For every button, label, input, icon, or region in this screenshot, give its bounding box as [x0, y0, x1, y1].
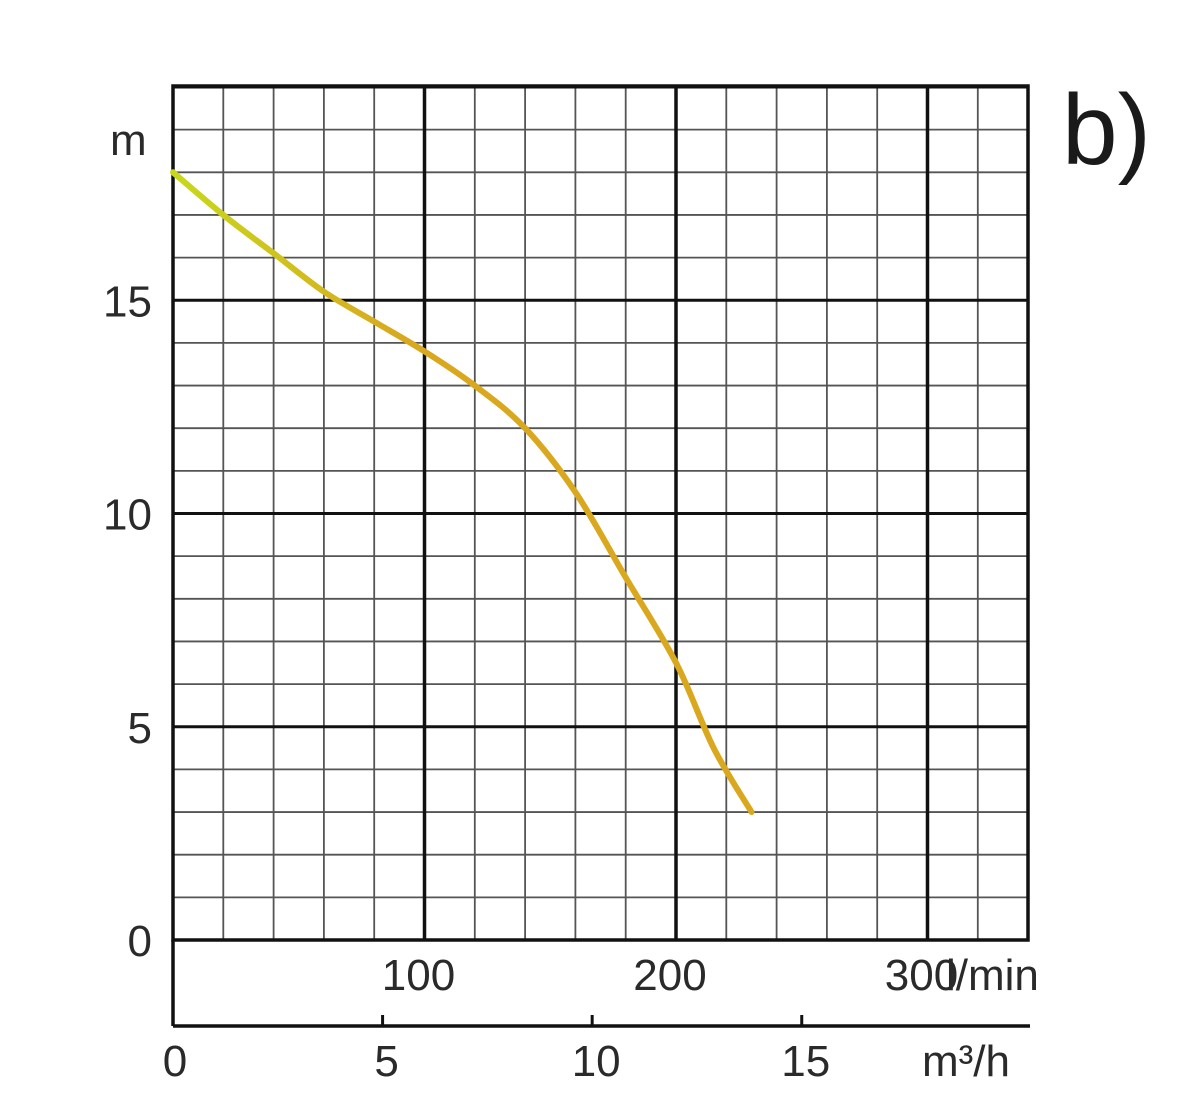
x-primary-tick-label: 200 — [633, 951, 706, 1000]
plot-frame — [171, 84, 1030, 942]
x-secondary-tick-label: 15 — [781, 1037, 830, 1086]
x-secondary-tick-label: 5 — [374, 1037, 398, 1086]
y-tick-label: 15 — [103, 277, 152, 326]
curve-layer — [170, 169, 755, 815]
x-primary-unit-label: l/min — [946, 951, 1039, 1000]
x-secondary-tick-label: 10 — [572, 1037, 621, 1086]
x-secondary-unit-label: m³/h — [922, 1037, 1010, 1086]
y-unit-label: m — [110, 116, 147, 165]
y-tick-label: 10 — [103, 491, 152, 540]
panel-label: b) — [1062, 74, 1151, 186]
x-secondary-tick-label: 0 — [163, 1037, 187, 1086]
y-tick-label: 0 — [128, 917, 152, 966]
x-primary-tick-label: 300 — [885, 951, 958, 1000]
axes — [171, 84, 1030, 1028]
x-primary-tick-label: 100 — [382, 951, 455, 1000]
pump-curve-line — [170, 169, 755, 815]
y-tick-label: 5 — [128, 704, 152, 753]
